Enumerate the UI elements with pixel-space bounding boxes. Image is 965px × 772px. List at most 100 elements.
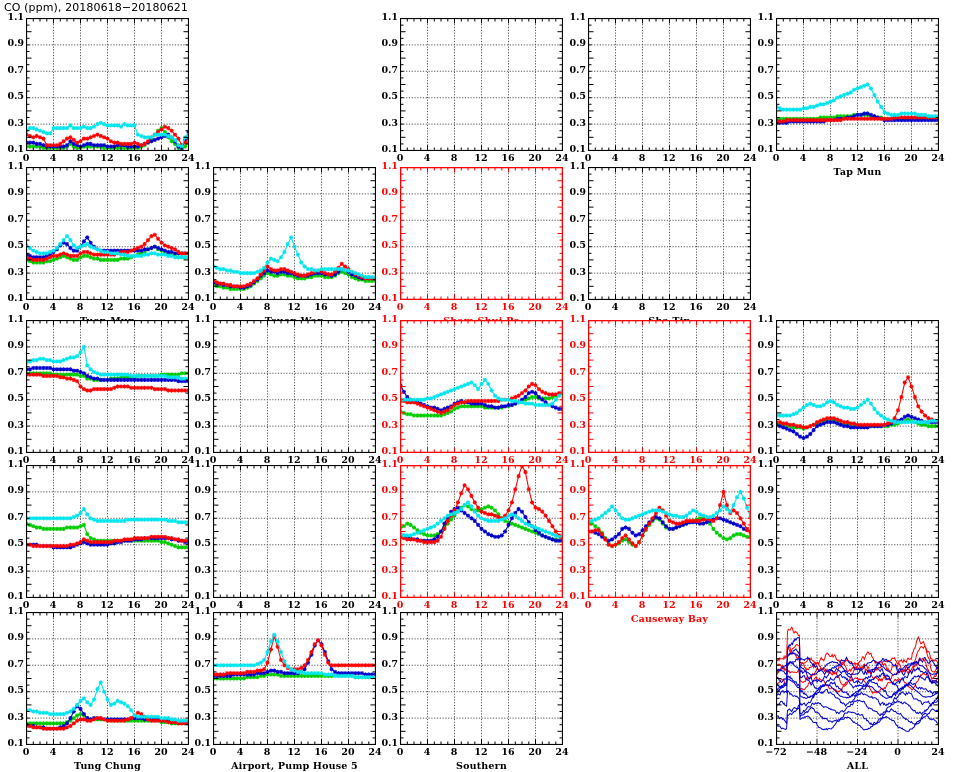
plot-area bbox=[26, 167, 189, 300]
x-tick-label: 20 bbox=[154, 455, 168, 466]
series-line-ensemble bbox=[776, 643, 939, 676]
y-tick-label: 1.1 bbox=[194, 606, 211, 617]
x-tick-label: 4 bbox=[423, 302, 431, 313]
series-line-ensemble bbox=[776, 648, 939, 686]
x-tick-label: 8 bbox=[826, 455, 834, 466]
plot-area bbox=[213, 612, 376, 745]
y-tick-label: 0.9 bbox=[569, 340, 586, 352]
y-tick-label: 0.7 bbox=[569, 511, 586, 523]
panel-title: Southern bbox=[456, 761, 507, 772]
plot-frame bbox=[26, 18, 189, 151]
x-tick-label: 0 bbox=[396, 455, 404, 466]
y-tick-label: 0.9 bbox=[757, 340, 774, 352]
x-tick-label: 4 bbox=[236, 600, 244, 611]
y-tick-label: 0.1 bbox=[569, 446, 586, 457]
y-tick-label: 0.9 bbox=[194, 632, 211, 644]
x-tick-label: 20 bbox=[154, 153, 168, 164]
y-tick-label: 0.9 bbox=[381, 632, 398, 644]
x-tick-label: 0 bbox=[396, 302, 404, 313]
plot-area bbox=[776, 320, 939, 453]
x-tick-label: 12 bbox=[287, 302, 301, 313]
x-tick-label: 4 bbox=[49, 600, 57, 611]
y-tick-label: 1.1 bbox=[194, 161, 211, 172]
x-tick-label: 24 bbox=[931, 455, 945, 466]
y-tick-label: 0.5 bbox=[7, 240, 24, 252]
y-tick-label: 0.5 bbox=[7, 393, 24, 405]
x-tick-label: 0 bbox=[22, 302, 30, 313]
y-tick-label: 0.7 bbox=[569, 213, 586, 225]
y-tick-label: 0.3 bbox=[7, 266, 24, 278]
y-tick-label: 0.3 bbox=[194, 564, 211, 576]
y-tick-label: 0.1 bbox=[194, 446, 211, 457]
x-tick-label: 16 bbox=[689, 600, 703, 611]
plot-frame bbox=[26, 465, 189, 598]
x-tick-label: 16 bbox=[689, 153, 703, 164]
x-tick-label: 12 bbox=[100, 153, 114, 164]
plot-area bbox=[213, 167, 376, 300]
x-tick-label: 20 bbox=[528, 302, 542, 313]
x-tick-label: 24 bbox=[181, 455, 195, 466]
x-tick-label: 16 bbox=[501, 302, 515, 313]
plot-frame bbox=[776, 18, 939, 151]
y-tick-label: 0.5 bbox=[7, 91, 24, 103]
panel-tung-chung: 0.1 0.3 0.5 0.7 0.9 1.1 0 4 8 12 16 20 24 Tung Chung bbox=[7, 606, 194, 772]
y-tick-label: 0.9 bbox=[194, 187, 211, 199]
x-tick-label: 20 bbox=[716, 600, 730, 611]
x-tick-label: 16 bbox=[127, 747, 141, 758]
y-tick-label: 0.7 bbox=[757, 658, 774, 670]
x-tick-label: 20 bbox=[528, 747, 542, 758]
plot-frame bbox=[588, 167, 751, 300]
y-tick-label: 0.7 bbox=[7, 511, 24, 523]
x-tick-label: 24 bbox=[931, 747, 945, 758]
y-tick-label: 0.9 bbox=[381, 340, 398, 352]
y-tick-label: 0.9 bbox=[757, 632, 774, 644]
y-tick-label: 0.1 bbox=[757, 591, 774, 602]
x-tick-label: 0 bbox=[396, 153, 404, 164]
y-tick-label: 0.7 bbox=[194, 511, 211, 523]
y-tick-label: 0.1 bbox=[7, 446, 24, 457]
x-tick-label: 8 bbox=[76, 747, 84, 758]
x-tick-label: 12 bbox=[474, 153, 488, 164]
y-tick-label: 0.7 bbox=[381, 213, 398, 225]
x-tick-label: 0 bbox=[209, 455, 217, 466]
y-tick-label: 0.9 bbox=[7, 340, 24, 352]
plot-frame bbox=[400, 167, 563, 300]
y-tick-label: 0.7 bbox=[569, 366, 586, 378]
x-tick-label: 12 bbox=[850, 600, 864, 611]
y-tick-label: 0.1 bbox=[757, 144, 774, 155]
y-tick-label: 0.7 bbox=[7, 658, 24, 670]
plot-area bbox=[400, 320, 563, 453]
y-tick-label: 0.1 bbox=[7, 738, 24, 749]
plot-area bbox=[213, 320, 376, 453]
y-tick-label: 0.7 bbox=[757, 366, 774, 378]
y-tick-label: 0.3 bbox=[757, 419, 774, 431]
x-tick-label: 4 bbox=[49, 302, 57, 313]
y-tick-label: 0.5 bbox=[757, 91, 774, 103]
x-tick-label: 16 bbox=[314, 302, 328, 313]
panel-southern: 0.1 0.3 0.5 0.7 0.9 1.1 0 4 8 12 16 20 24 Southern bbox=[381, 606, 568, 772]
panel-tseung-kwan-o: 0.10.30.50.70.91.104812162024Tseung Kwan… bbox=[757, 314, 944, 480]
plot-frame bbox=[400, 18, 563, 151]
panel-tai-po: 0.10.30.50.70.91.104812162024Tai Po bbox=[569, 12, 756, 178]
x-tick-label: 0 bbox=[584, 153, 592, 164]
y-tick-label: 0.5 bbox=[7, 538, 24, 550]
x-tick-label: 8 bbox=[450, 455, 458, 466]
y-tick-label: 1.1 bbox=[757, 12, 774, 23]
plot-area bbox=[588, 167, 751, 300]
y-tick-label: 0.7 bbox=[381, 511, 398, 523]
plot-area bbox=[400, 18, 563, 151]
x-tick-label: 20 bbox=[904, 455, 918, 466]
x-tick-label: 16 bbox=[501, 455, 515, 466]
y-tick-label: 0.5 bbox=[381, 393, 398, 405]
y-tick-label: 1.1 bbox=[7, 12, 24, 23]
y-tick-label: 0.5 bbox=[7, 685, 24, 697]
y-tick-label: 0.5 bbox=[381, 91, 398, 103]
x-tick-label: 4 bbox=[799, 455, 807, 466]
panel-sham-shui-po: 0.10.30.50.70.91.104812162024Sham Shui P… bbox=[381, 161, 568, 327]
y-tick-label: 0.5 bbox=[381, 538, 398, 550]
y-tick-label: 1.1 bbox=[7, 459, 24, 470]
x-tick-label: 16 bbox=[501, 153, 515, 164]
x-tick-label: 24 bbox=[368, 600, 382, 611]
x-tick-label: 20 bbox=[154, 600, 168, 611]
